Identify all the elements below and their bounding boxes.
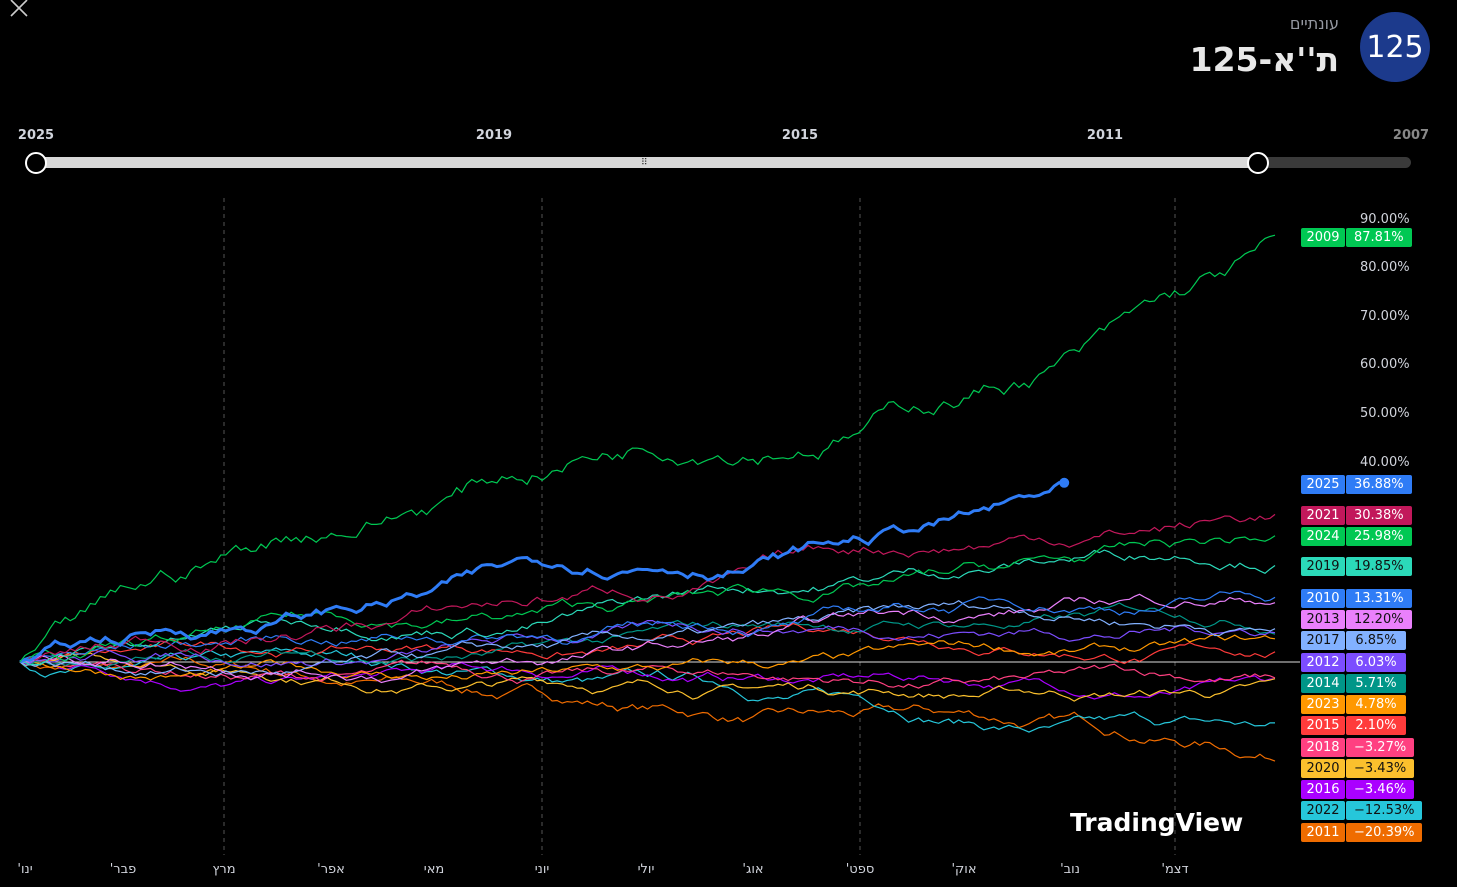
x-tick-label: אוק' <box>951 862 977 877</box>
y-tick-label: 40.00% <box>1360 454 1410 470</box>
series-line-2009[interactable] <box>19 234 1276 663</box>
legend-value: −12.53% <box>1346 801 1423 820</box>
year-range-fill[interactable] <box>36 157 1258 168</box>
legend-value: 5.71% <box>1346 674 1406 693</box>
legend-tag-2021[interactable]: 2021 30.38% <box>1301 506 1412 525</box>
series-line-2025[interactable] <box>19 481 1065 664</box>
series-line-2021[interactable] <box>19 513 1276 663</box>
legend-tag-2010[interactable]: 2010 13.31% <box>1301 589 1412 608</box>
y-tick-label: 80.00% <box>1360 260 1410 276</box>
legend-tag-2011[interactable]: 2011 −20.39% <box>1301 823 1423 842</box>
legend-year: 2017 <box>1301 631 1345 650</box>
series-line-2014[interactable] <box>19 602 1276 669</box>
x-tick-label: מאי <box>423 862 445 877</box>
legend-year: 2022 <box>1301 801 1345 820</box>
x-tick-label: ינו' <box>17 862 33 877</box>
legend-year: 2015 <box>1301 716 1345 735</box>
x-tick-label: נוב' <box>1060 862 1080 877</box>
legend-tag-2012[interactable]: 2012 6.03% <box>1301 653 1406 672</box>
legend-year: 2020 <box>1301 759 1345 778</box>
slider-label: 2007 <box>1392 128 1430 143</box>
legend-value: 87.81% <box>1346 228 1412 247</box>
x-tick-label: דצמ' <box>1161 862 1189 877</box>
series-line-2019[interactable] <box>19 549 1276 666</box>
subtitle: עונתיים <box>1289 14 1339 33</box>
slider-label: 2025 <box>17 128 55 143</box>
legend-value: −3.27% <box>1346 738 1415 757</box>
y-tick-label: 60.00% <box>1360 357 1410 373</box>
series-line-2013[interactable] <box>19 593 1276 684</box>
legend-value: −3.46% <box>1346 780 1415 799</box>
legend-tag-2016[interactable]: 2016 −3.46% <box>1301 780 1415 799</box>
tradingview-watermark: TradingView <box>1070 808 1244 837</box>
legend-year: 2009 <box>1301 228 1345 247</box>
x-tick-label: אפר' <box>317 862 345 877</box>
y-tick-label: 70.00% <box>1360 308 1410 324</box>
legend-value: 36.88% <box>1346 475 1412 494</box>
drag-grip-icon[interactable]: ⠿ <box>641 158 648 168</box>
close-icon[interactable] <box>8 0 30 18</box>
series-line-2010[interactable] <box>19 590 1276 663</box>
y-tick-label: 50.00% <box>1360 406 1410 421</box>
legend-tag-2017[interactable]: 2017 6.85% <box>1301 631 1406 650</box>
legend-value: 13.31% <box>1346 589 1412 608</box>
legend-year: 2019 <box>1301 557 1345 576</box>
legend-tag-2014[interactable]: 2014 5.71% <box>1301 674 1406 693</box>
series-line-2023[interactable] <box>19 633 1276 681</box>
x-tick-label: מרץ <box>212 862 236 877</box>
x-tick-label: יוני <box>534 862 550 877</box>
x-tick-label: אוג' <box>742 862 764 877</box>
legend-tag-2018[interactable]: 2018 −3.27% <box>1301 738 1415 757</box>
x-tick-label: ספט' <box>845 862 875 877</box>
series-line-2017[interactable] <box>19 599 1276 677</box>
legend-year: 2010 <box>1301 589 1345 608</box>
legend-tag-2020[interactable]: 2020 −3.43% <box>1301 759 1415 778</box>
range-end-handle[interactable] <box>1247 152 1269 174</box>
legend-year: 2014 <box>1301 674 1345 693</box>
legend-tag-2024[interactable]: 2024 25.98% <box>1301 527 1412 546</box>
legend-tag-2022[interactable]: 2022 −12.53% <box>1301 801 1423 820</box>
legend-year: 2024 <box>1301 527 1345 546</box>
legend-value: 30.38% <box>1346 506 1412 525</box>
legend-year: 2025 <box>1301 475 1345 494</box>
x-tick-label: פבר' <box>109 862 137 877</box>
legend-year: 2011 <box>1301 823 1345 842</box>
slider-label: 2011 <box>1086 128 1124 143</box>
symbol-logo: 125 <box>1360 12 1430 82</box>
legend-year: 2018 <box>1301 738 1345 757</box>
legend-value: 6.03% <box>1346 653 1406 672</box>
series-line-2012[interactable] <box>19 619 1276 668</box>
series-endpoint-2025 <box>1059 477 1070 488</box>
legend-value: 19.85% <box>1346 557 1412 576</box>
legend-year: 2023 <box>1301 695 1345 714</box>
legend-value: 4.78% <box>1346 695 1406 714</box>
legend-year: 2012 <box>1301 653 1345 672</box>
range-start-handle[interactable] <box>25 152 47 174</box>
legend-year: 2021 <box>1301 506 1345 525</box>
x-tick-label: יולי <box>637 862 655 877</box>
legend-year: 2013 <box>1301 610 1345 629</box>
legend-value: 2.10% <box>1346 716 1406 735</box>
legend-tag-2009[interactable]: 2009 87.81% <box>1301 228 1412 247</box>
slider-label: 2019 <box>475 128 513 143</box>
series-line-2016[interactable] <box>19 660 1276 700</box>
legend-year: 2016 <box>1301 780 1345 799</box>
y-tick-label: 90.00% <box>1360 211 1410 227</box>
legend-tag-2019[interactable]: 2019 19.85% <box>1301 557 1412 576</box>
legend-value: −20.39% <box>1346 823 1423 842</box>
slider-label: 2015 <box>781 128 819 143</box>
page-title: ת''א-125 <box>1189 40 1339 79</box>
legend-value: 12.20% <box>1346 610 1412 629</box>
legend-tag-2025[interactable]: 2025 36.88% <box>1301 475 1412 494</box>
legend-value: −3.43% <box>1346 759 1415 778</box>
series-line-2011[interactable] <box>19 655 1276 762</box>
legend-tag-2013[interactable]: 2013 12.20% <box>1301 610 1412 629</box>
series-line-2022[interactable] <box>19 647 1275 733</box>
legend-tag-2015[interactable]: 2015 2.10% <box>1301 716 1406 735</box>
legend-tag-2023[interactable]: 2023 4.78% <box>1301 695 1406 714</box>
legend-value: 6.85% <box>1346 631 1406 650</box>
legend-value: 25.98% <box>1346 527 1412 546</box>
